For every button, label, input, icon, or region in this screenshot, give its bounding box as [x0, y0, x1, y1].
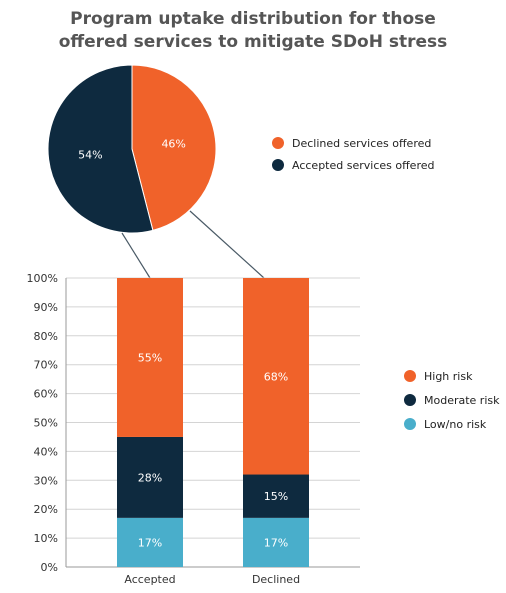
x-tick-label-declined: Declined — [252, 573, 300, 586]
y-tick-label-10: 10% — [34, 532, 58, 545]
legend-marker-low-risk — [404, 418, 416, 430]
bar-label-declined-moderate-risk: 15% — [264, 490, 288, 503]
chart-title: Program uptake distribution for those of… — [0, 8, 506, 54]
pie-chart: 46% 54% — [47, 64, 217, 234]
y-tick-label-60: 60% — [34, 388, 58, 401]
connector-line-accepted — [121, 232, 151, 279]
bar-label-accepted-low-no-risk: 17% — [138, 536, 162, 549]
y-tick-label-40: 40% — [34, 445, 58, 458]
bar-legend: High risk Moderate risk Low/no risk — [404, 370, 500, 431]
legend-marker-declined — [272, 137, 284, 149]
y-tick-label-50: 50% — [34, 417, 58, 430]
bar-segment-accepted-moderate-risk — [117, 436, 183, 518]
y-tick-label-30: 30% — [34, 474, 58, 487]
y-tick-label-80: 80% — [34, 330, 58, 343]
legend-label-moderate-risk: Moderate risk — [424, 394, 500, 407]
legend-label-accepted: Accepted services offered — [292, 159, 434, 172]
x-tick-label-accepted: Accepted — [124, 573, 175, 586]
stacked-bar-chart: 0% 10% 20% 30% 40% 50% 60% 70% 80% 90% 100% 17% 28% 5… — [27, 272, 360, 586]
legend-marker-accepted — [272, 159, 284, 171]
y-tick-label-100: 100% — [27, 272, 58, 285]
pie-to-bar-connectors — [121, 210, 265, 279]
chart-title-line-1: Program uptake distribution for those — [70, 9, 436, 29]
pie-slice-accepted-services-offered — [47, 64, 154, 234]
pie-legend: Declined services offered Accepted servi… — [272, 137, 434, 172]
legend-label-declined: Declined services offered — [292, 137, 431, 150]
pie-slice-declined-services-offered — [131, 64, 217, 231]
pie-slice-label-declined-services-offered: 46% — [161, 138, 185, 151]
chart-title-line-2: offered services to mitigate SDoH stress — [58, 32, 448, 52]
bar-segment-declined-high-risk — [243, 278, 309, 475]
y-tick-label-0: 0% — [41, 561, 58, 574]
y-tick-label-20: 20% — [34, 503, 58, 516]
bar-label-declined-low-no-risk: 17% — [264, 536, 288, 549]
bar-segment-declined-low-no-risk — [243, 517, 309, 567]
bar-label-accepted-high-risk: 55% — [138, 351, 162, 364]
bar-segment-accepted-low-no-risk — [117, 517, 183, 567]
bar-segment-declined-moderate-risk — [243, 474, 309, 518]
legend-label-high-risk: High risk — [424, 370, 473, 383]
y-tick-label-70: 70% — [34, 359, 58, 372]
y-tick-label-90: 90% — [34, 301, 58, 314]
legend-marker-high-risk — [404, 370, 416, 382]
pie-slice-label-accepted-services-offered: 54% — [78, 148, 102, 161]
legend-marker-moderate-risk — [404, 394, 416, 406]
bar-label-accepted-moderate-risk: 28% — [138, 471, 162, 484]
connector-line-declined — [189, 210, 265, 279]
bar-segment-accepted-high-risk — [117, 278, 183, 437]
bar-label-declined-high-risk: 68% — [264, 370, 288, 383]
legend-label-low-risk: Low/no risk — [424, 418, 487, 431]
